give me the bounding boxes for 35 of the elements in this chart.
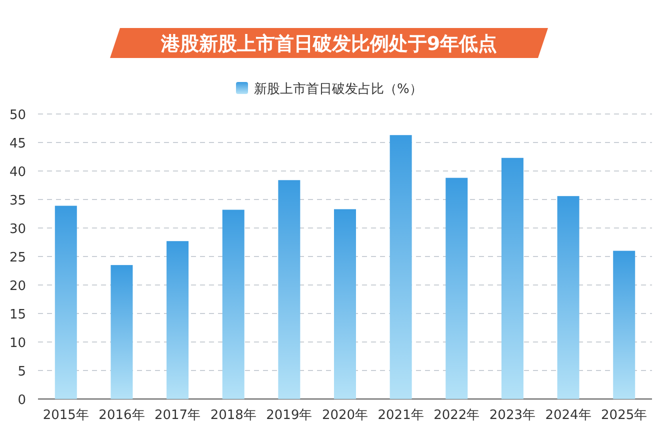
x-tick-label: 2018年	[210, 408, 256, 423]
y-tick-label: 20	[9, 279, 26, 294]
y-tick-label: 30	[9, 222, 26, 237]
bar	[110, 265, 133, 399]
x-tick-label: 2016年	[98, 408, 145, 423]
y-tick-label: 25	[9, 250, 26, 266]
y-tick-label: 40	[9, 165, 26, 180]
x-tick-label: 2017年	[154, 408, 201, 423]
x-tick-label: 2023年	[489, 408, 536, 423]
x-tick-label: 2019年	[266, 408, 312, 423]
bar	[334, 209, 356, 399]
bar	[613, 250, 636, 399]
y-tick-label: 35	[9, 194, 26, 208]
bar	[390, 135, 412, 399]
y-tick-label: 5	[18, 364, 26, 380]
bar	[446, 178, 468, 399]
x-tick-label: 2020年	[322, 408, 368, 423]
bar	[222, 210, 244, 399]
y-tick-label: 45	[9, 136, 26, 152]
bar	[54, 206, 77, 399]
y-tick-label: 10	[9, 336, 26, 351]
bar	[278, 180, 300, 399]
chart-title: 港股新股上市首日破发比例处于9年低点	[160, 33, 498, 55]
y-tick-label: 15	[9, 308, 26, 322]
x-tick-label: 2022年	[434, 408, 480, 423]
bar	[557, 196, 580, 399]
bar	[501, 158, 524, 399]
y-tick-label: 50	[9, 108, 26, 123]
legend-label: 新股上市首日破发占比（%）	[254, 82, 422, 97]
x-tick-label: 2024年	[545, 408, 592, 423]
x-tick-label: 2015年	[42, 408, 89, 423]
x-tick-label: 2025年	[601, 408, 648, 423]
bar	[166, 241, 189, 399]
x-tick-label: 2021年	[378, 408, 424, 423]
y-tick-label: 0	[18, 393, 26, 408]
